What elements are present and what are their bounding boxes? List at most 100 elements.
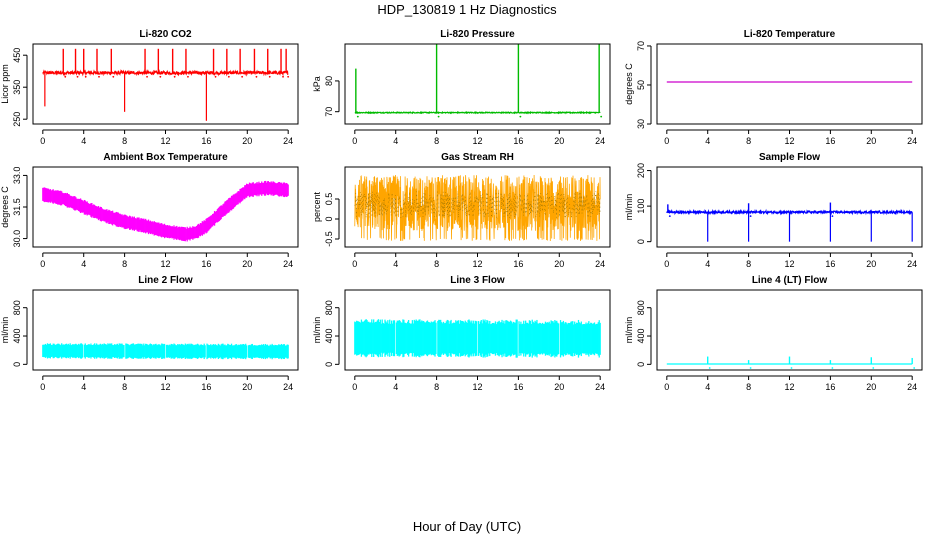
spike-point (146, 75, 148, 78)
x-tick-label: 0 (352, 382, 357, 392)
x-tick-label: 12 (784, 382, 794, 392)
y-tick-label: 400 (636, 329, 646, 344)
series-p8 (354, 319, 601, 358)
x-tick-label: 8 (122, 259, 127, 269)
x-tick-label: 16 (513, 382, 523, 392)
x-tick-label: 4 (81, 382, 86, 392)
x-axis: 0 4 8 12 16 20 24 (352, 375, 605, 392)
x-axis: 0 4 8 12 16 20 24 (352, 129, 605, 146)
x-tick-label: 20 (866, 136, 876, 146)
panel-title: Line 4 (LT) Flow (752, 275, 828, 286)
x-axis: 0 4 8 12 16 20 24 (40, 252, 293, 269)
x-axis: 0 4 8 12 16 20 24 (352, 252, 605, 269)
y-tick-label: 0 (636, 239, 646, 244)
x-tick-label: 12 (160, 259, 170, 269)
spike-point (214, 75, 217, 78)
x-tick-label: 4 (393, 136, 398, 146)
panel-title: Gas Stream RH (441, 152, 514, 163)
x-tick-label: 0 (40, 382, 45, 392)
x-tick-label: 8 (122, 382, 127, 392)
series-p2 (354, 44, 603, 118)
x-tick-label: 8 (746, 136, 751, 146)
plot-frame (344, 43, 611, 125)
y-tick-label: 33.0 (12, 167, 22, 185)
x-tick-label: 16 (825, 136, 835, 146)
y-tick-label: 0.5 (324, 193, 334, 206)
y-tick-label: 30.0 (12, 230, 22, 248)
y-tick-label: 450 (12, 48, 22, 63)
spike-point (268, 75, 271, 78)
spike-point (790, 367, 793, 369)
x-axis: 0 4 8 12 16 20 24 (664, 129, 917, 146)
y-tick-label: 100 (636, 199, 646, 214)
x-tick-label: 20 (242, 136, 252, 146)
x-tick-label: 8 (746, 259, 751, 269)
y-tick-label: 70 (636, 41, 646, 51)
x-tick-label: 20 (554, 382, 564, 392)
x-tick-label: 8 (434, 259, 439, 269)
y-tick-label: 350 (12, 80, 22, 95)
y-tick-label: 50 (636, 80, 646, 90)
x-tick-label: 20 (554, 136, 564, 146)
x-tick-label: 16 (201, 382, 211, 392)
x-axis-label: Hour of Day (UTC) (413, 519, 521, 534)
y-tick-label: 800 (636, 300, 646, 315)
panel-p3: Li-820 Temperature 0 4 8 12 16 20 24 30 50 70 degre… (624, 29, 923, 146)
x-tick-label: 0 (352, 259, 357, 269)
x-tick-label: 4 (705, 136, 710, 146)
y-axis-label: ml/min (624, 194, 634, 221)
y-axis-label: percent (312, 191, 322, 222)
x-tick-label: 12 (472, 382, 482, 392)
x-tick-label: 24 (907, 382, 917, 392)
x-tick-label: 16 (513, 136, 523, 146)
panel-title: Line 2 Flow (138, 275, 193, 286)
x-tick-label: 24 (283, 259, 293, 269)
spike-point (98, 75, 100, 78)
x-tick-label: 24 (907, 136, 917, 146)
x-tick-label: 0 (664, 382, 669, 392)
plot-frame (344, 289, 611, 371)
plot-frame (344, 166, 611, 248)
x-tick-label: 16 (825, 259, 835, 269)
spike-point (668, 215, 671, 218)
spike-point (749, 215, 752, 218)
y-tick-label: 80 (324, 76, 334, 86)
y-tick-label: 30 (636, 119, 646, 129)
plot-frame (656, 43, 923, 125)
y-tick-label: 800 (324, 300, 334, 315)
x-tick-label: 16 (201, 136, 211, 146)
x-tick-label: 8 (434, 136, 439, 146)
plot-frame (656, 289, 923, 371)
y-tick-label: 400 (324, 329, 334, 344)
y-tick-label: 0 (12, 362, 22, 367)
series-p7 (42, 343, 289, 360)
x-tick-label: 12 (784, 136, 794, 146)
x-tick-label: 20 (866, 259, 876, 269)
panel-p4: Ambient Box Temperature 0 4 8 12 16 20 24 30.0 31… (0, 152, 299, 269)
x-tick-label: 4 (705, 382, 710, 392)
plot-frame (32, 166, 299, 248)
x-tick-label: 16 (513, 259, 523, 269)
x-axis: 0 4 8 12 16 20 24 (664, 375, 917, 392)
spike-point (76, 75, 79, 78)
y-axis-label: ml/min (312, 317, 322, 344)
x-tick-label: 16 (825, 382, 835, 392)
y-tick-label: 0 (636, 362, 646, 367)
series-line (42, 69, 289, 77)
x-tick-label: 20 (242, 382, 252, 392)
x-tick-label: 4 (393, 382, 398, 392)
x-tick-label: 24 (595, 382, 605, 392)
series-p5 (354, 174, 601, 242)
spike-point (519, 115, 522, 118)
x-tick-label: 4 (705, 259, 710, 269)
x-tick-label: 0 (40, 259, 45, 269)
x-axis: 0 4 8 12 16 20 24 (40, 129, 293, 146)
spike-point (913, 367, 916, 369)
